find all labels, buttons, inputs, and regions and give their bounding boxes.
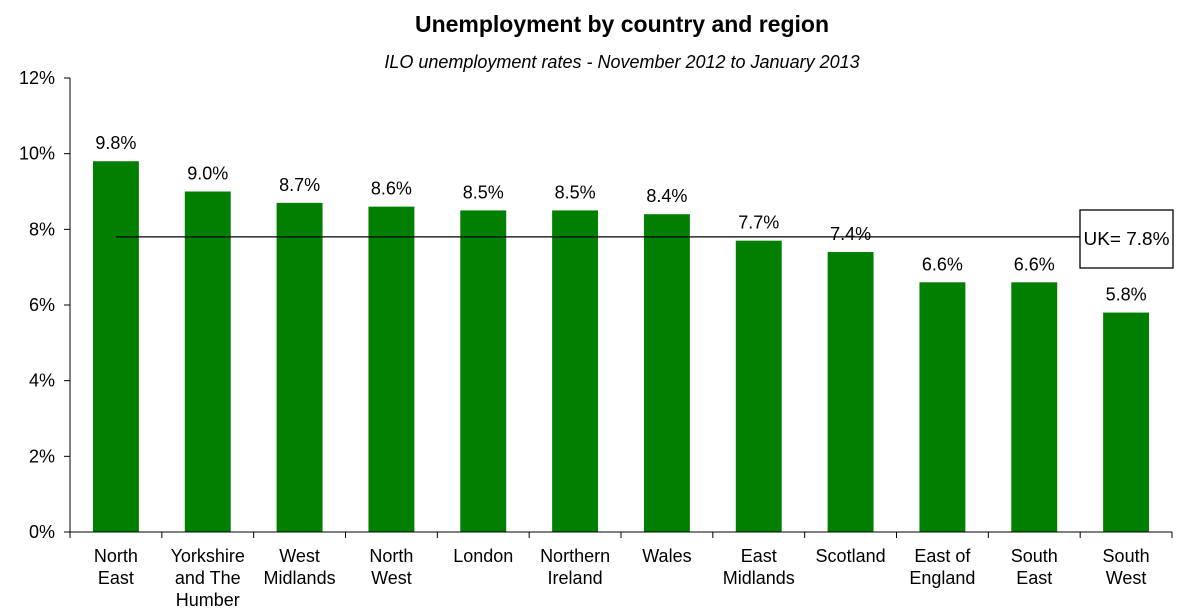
- chart-subtitle: ILO unemployment rates - November 2012 t…: [384, 52, 859, 72]
- bar: [460, 210, 507, 532]
- bar-value-label: 7.4%: [830, 224, 871, 244]
- uk-reference-group: UK= 7.8%: [115, 209, 1174, 269]
- category-label: Scotland: [816, 546, 886, 566]
- bar-value-label: 8.6%: [371, 179, 412, 199]
- y-axis-ticks: 0% 2% 4% 6% 8% 10% 12%: [19, 68, 70, 542]
- bar-value-label: 9.8%: [95, 133, 136, 153]
- category-label: London: [453, 546, 513, 566]
- value-labels-group: 9.8% 9.0% 8.7% 8.6% 8.5% 8.5% 8.4% 7.7% 7.4% 6.6%…: [95, 133, 1146, 304]
- bar: [184, 191, 231, 532]
- uk-average-label-box: [1079, 209, 1174, 269]
- bar-value-label: 8.4%: [646, 186, 687, 206]
- category-label: North East: [94, 546, 138, 588]
- bar-value-label: 6.6%: [922, 254, 963, 274]
- bar: [92, 161, 139, 532]
- category-label: Wales: [642, 546, 691, 566]
- bar-value-label: 8.7%: [279, 175, 320, 195]
- category-label: East of England: [909, 546, 975, 588]
- chart-title: Unemployment by country and region: [415, 11, 829, 37]
- bar-value-label: 8.5%: [555, 182, 596, 202]
- bars-group: [92, 161, 1150, 533]
- y-tick-label: 2%: [29, 446, 55, 466]
- bar: [735, 240, 782, 532]
- y-tick-label: 8%: [29, 219, 55, 239]
- category-label: South West: [1103, 546, 1150, 588]
- category-label: East Midlands: [723, 546, 795, 588]
- y-tick-label: 12%: [19, 68, 55, 88]
- y-tick-label: 4%: [29, 371, 55, 391]
- bar-value-label: 6.6%: [1014, 254, 1055, 274]
- bar: [1011, 282, 1058, 532]
- bar: [827, 252, 874, 533]
- bar: [919, 282, 966, 532]
- bar-value-label: 9.0%: [187, 164, 228, 184]
- y-tick-label: 0%: [29, 522, 55, 542]
- bar: [368, 206, 415, 532]
- category-label: West Midlands: [264, 546, 336, 588]
- bar: [552, 210, 599, 532]
- category-label: Northern Ireland: [540, 546, 610, 588]
- x-axis-categories: North East Yorkshire and The Humber West Midla…: [69, 532, 1173, 610]
- bar: [1103, 312, 1150, 532]
- category-label: Yorkshire and The Humber: [171, 546, 245, 610]
- bar: [643, 214, 690, 532]
- y-tick-label: 10%: [19, 144, 55, 164]
- bar-value-label: 5.8%: [1106, 285, 1147, 305]
- category-label: South East: [1011, 546, 1058, 588]
- y-tick-label: 6%: [29, 295, 55, 315]
- category-label: North West: [369, 546, 413, 588]
- bar: [276, 202, 323, 532]
- bar-value-label: 8.5%: [463, 182, 504, 202]
- uk-average-label: UK= 7.8%: [1084, 229, 1170, 249]
- bar-value-label: 7.7%: [738, 213, 779, 233]
